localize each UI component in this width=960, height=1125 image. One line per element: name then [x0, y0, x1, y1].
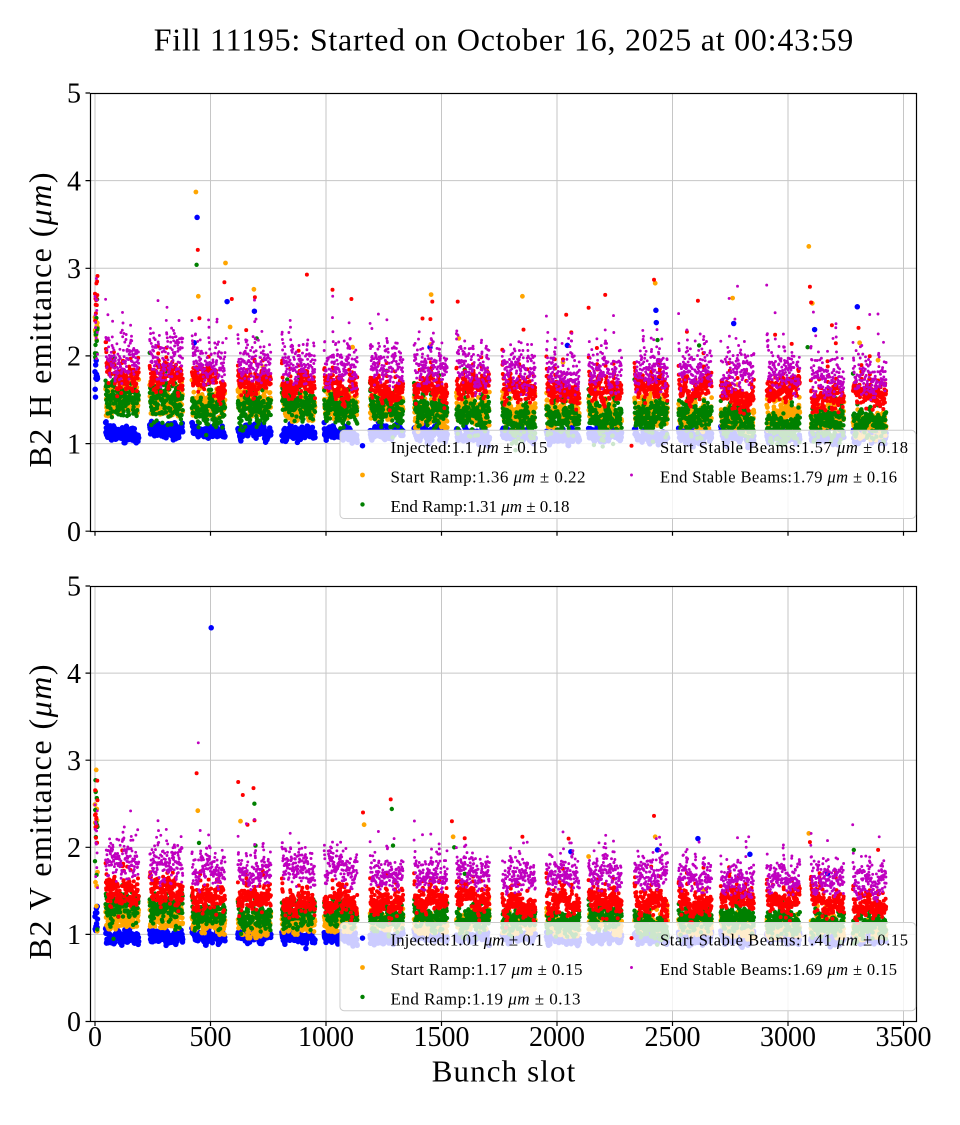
svg-text:End Ramp:1.31 μm ± 0.18: End Ramp:1.31 μm ± 0.18 [391, 497, 570, 516]
svg-text:2: 2 [67, 833, 81, 864]
svg-text:1000: 1000 [298, 1022, 354, 1053]
svg-text:0: 0 [88, 1022, 102, 1053]
svg-text:5: 5 [67, 572, 81, 603]
svg-text:B2 V emittance (μm): B2 V emittance (μm) [22, 665, 58, 960]
svg-text:5: 5 [67, 79, 81, 110]
svg-text:2500: 2500 [645, 1022, 701, 1053]
svg-text:B2 H emittance (μm): B2 H emittance (μm) [22, 173, 58, 468]
svg-text:Injected:1.01 μm ± 0.1: Injected:1.01 μm ± 0.1 [391, 931, 544, 950]
svg-text:3: 3 [67, 254, 81, 285]
svg-text:Bunch slot: Bunch slot [432, 1054, 576, 1089]
svg-text:Start Ramp:1.36 μm ± 0.22: Start Ramp:1.36 μm ± 0.22 [391, 468, 586, 487]
svg-text:4: 4 [67, 166, 81, 197]
svg-text:End Stable Beams:1.69 μm ± 0.1: End Stable Beams:1.69 μm ± 0.15 [660, 960, 897, 979]
svg-text:0: 0 [67, 1007, 81, 1038]
svg-text:0: 0 [67, 517, 81, 548]
svg-text:Start Ramp:1.17 μm ± 0.15: Start Ramp:1.17 μm ± 0.15 [391, 960, 583, 979]
svg-text:1: 1 [67, 429, 81, 460]
svg-text:2: 2 [67, 342, 81, 373]
svg-text:Start Stable Beams:1.57 μm ± 0: Start Stable Beams:1.57 μm ± 0.18 [660, 438, 908, 457]
svg-text:4: 4 [67, 659, 81, 690]
svg-text:2000: 2000 [529, 1022, 585, 1053]
svg-text:3500: 3500 [876, 1022, 932, 1053]
svg-text:1500: 1500 [414, 1022, 470, 1053]
svg-text:Fill 11195: Started on October: Fill 11195: Started on October 16, 2025 … [154, 22, 854, 58]
svg-text:500: 500 [190, 1022, 232, 1053]
svg-text:End Ramp:1.19 μm ± 0.13: End Ramp:1.19 μm ± 0.13 [391, 989, 581, 1008]
svg-text:Injected:1.1 μm ± 0.15: Injected:1.1 μm ± 0.15 [391, 438, 548, 457]
svg-text:1: 1 [67, 920, 81, 951]
svg-text:3000: 3000 [760, 1022, 816, 1053]
svg-text:End Stable Beams:1.79 μm ± 0.1: End Stable Beams:1.79 μm ± 0.16 [660, 468, 897, 487]
svg-text:3: 3 [67, 746, 81, 777]
svg-text:Start Stable Beams:1.41 μm ± 0: Start Stable Beams:1.41 μm ± 0.15 [660, 931, 908, 950]
